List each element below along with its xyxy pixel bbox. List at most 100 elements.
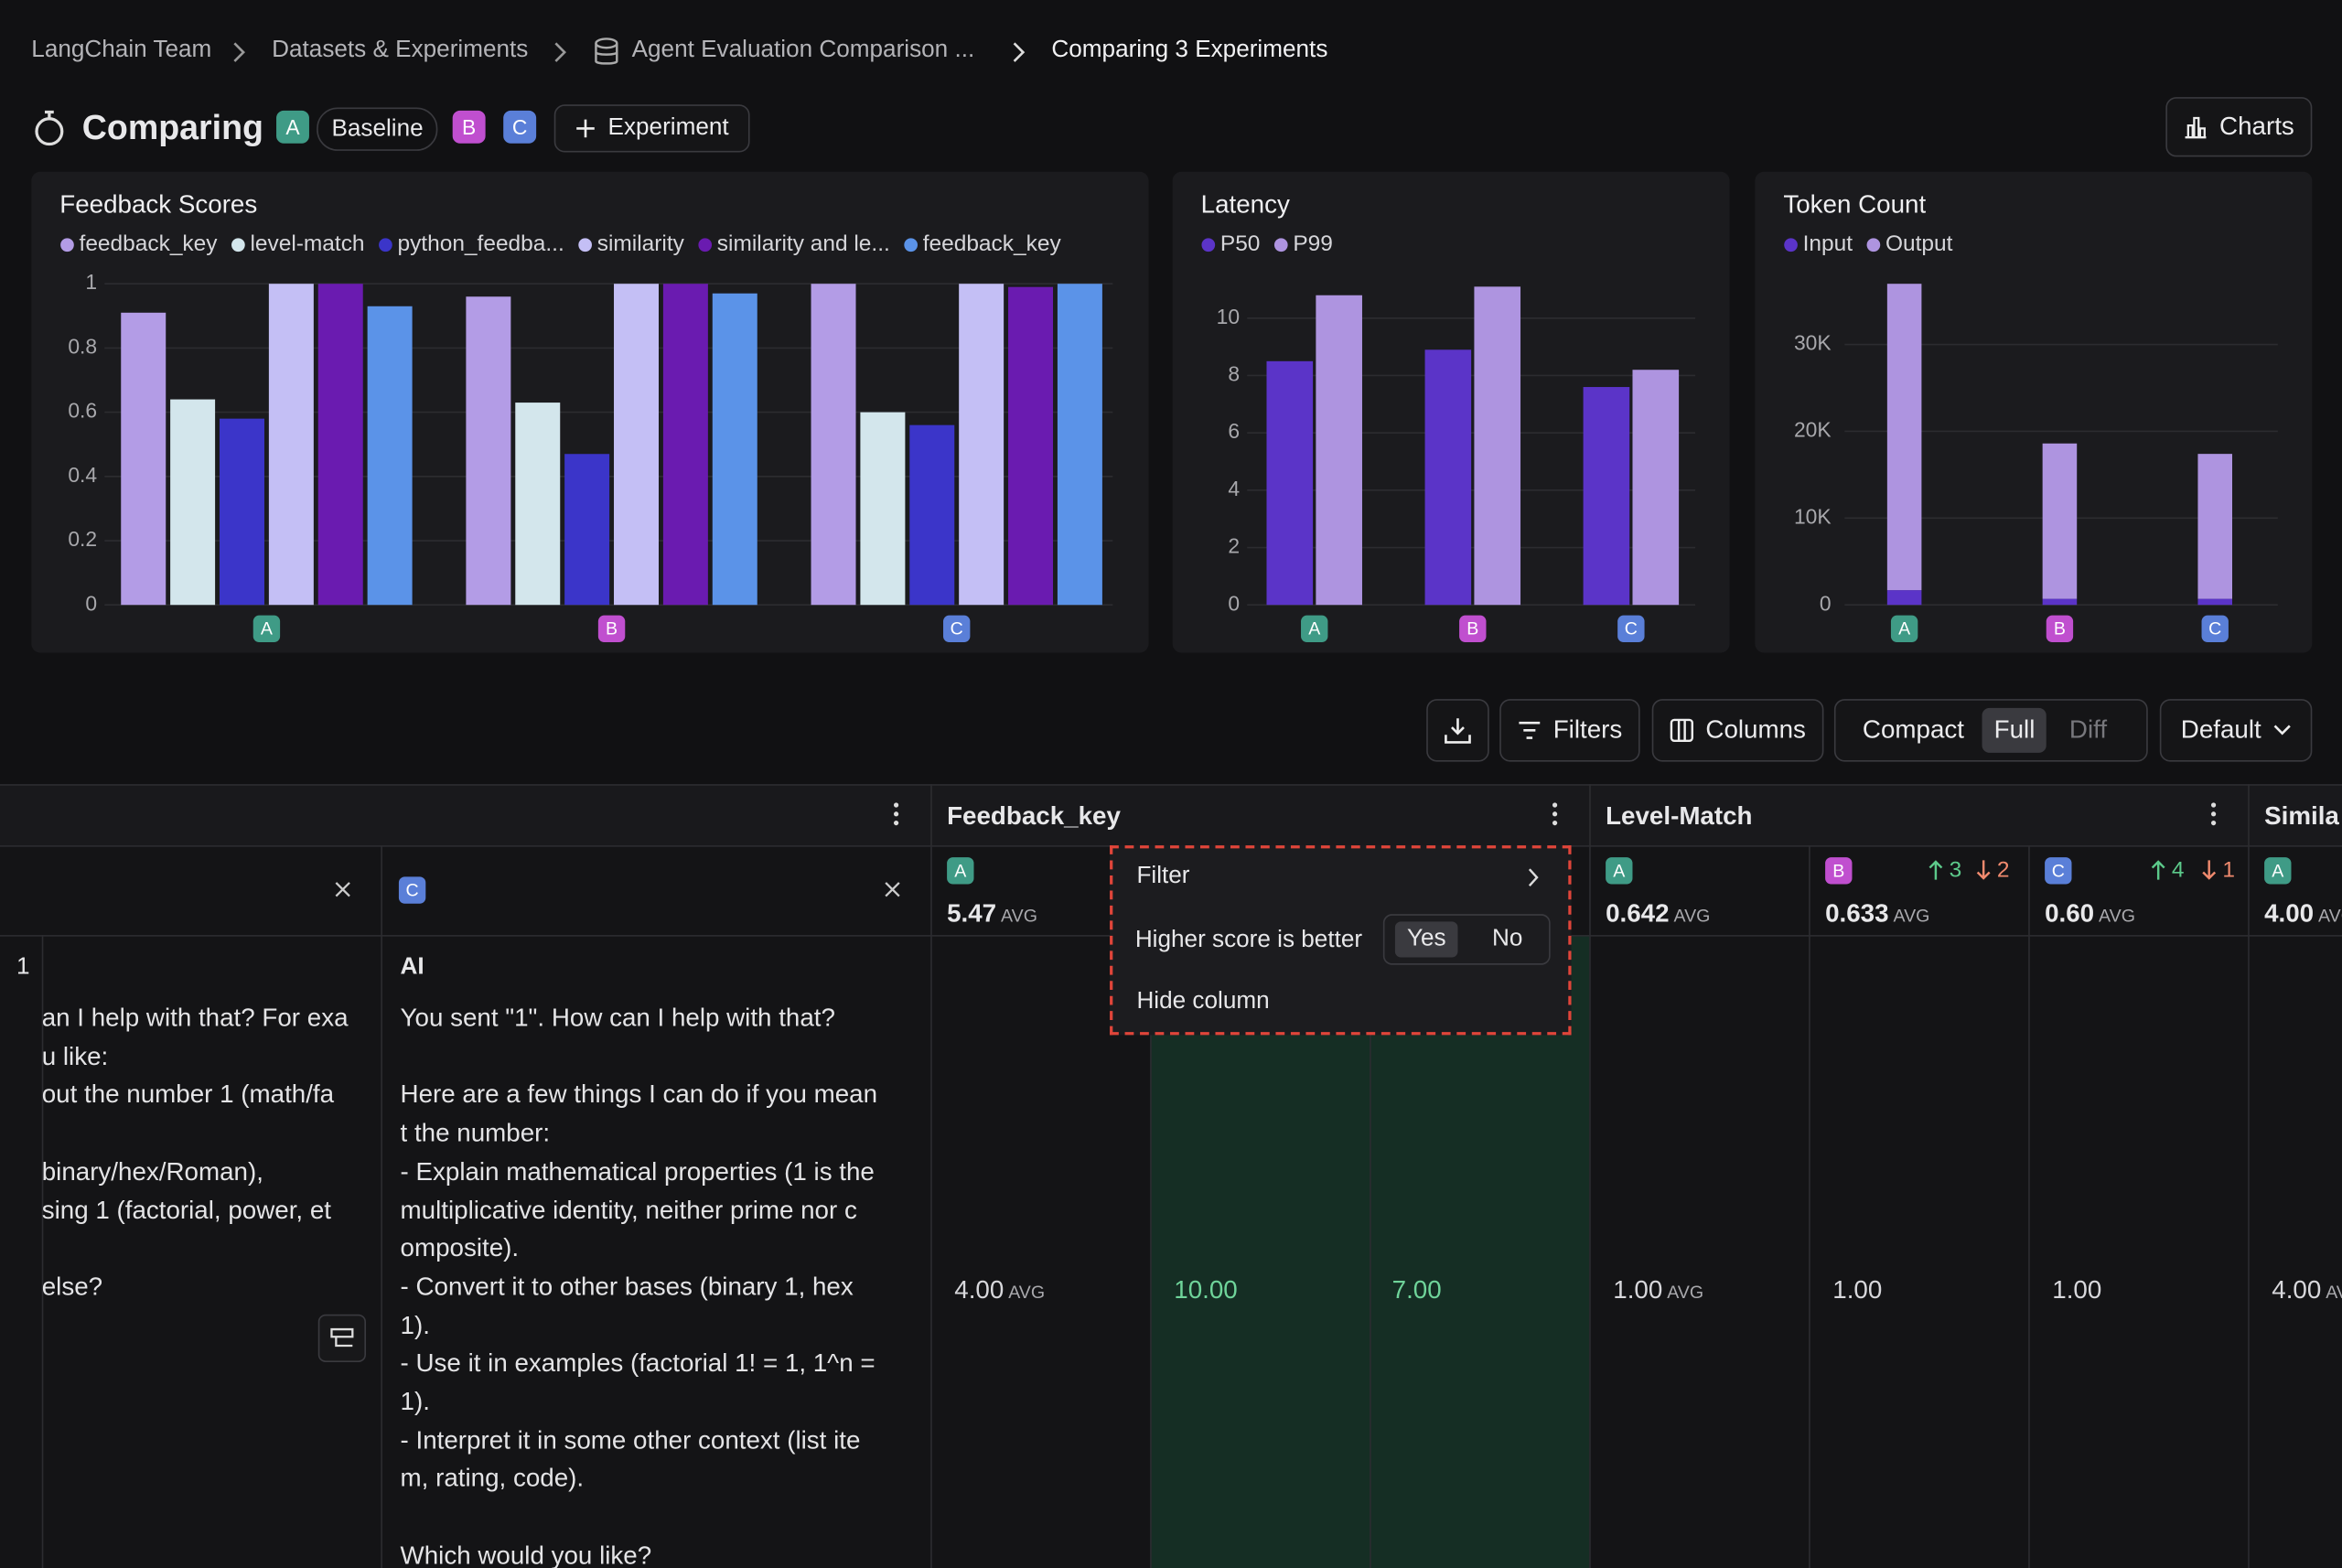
x-tick-label: A xyxy=(1898,618,1911,639)
caret-icon xyxy=(2273,725,2291,736)
kebab-menu[interactable] xyxy=(2208,800,2219,827)
col-border xyxy=(1150,845,1152,1568)
text-line: 1). xyxy=(400,1387,430,1416)
x-tick-label: B xyxy=(1466,618,1478,639)
avg-score: 0.60 AVG xyxy=(2045,899,2135,929)
text-line: - Convert it to other bases (binary 1, h… xyxy=(400,1272,854,1301)
y-tick-label: 10 xyxy=(1217,305,1240,328)
text-line: binary/hex/Roman), xyxy=(41,1156,263,1186)
badge: A xyxy=(947,857,974,885)
text-line: multiplicative identity, neither prime n… xyxy=(400,1195,857,1224)
legend-swatch xyxy=(1201,238,1216,252)
legend: P50 P99 xyxy=(1201,231,1333,256)
breadcrumb[interactable]: Agent Evaluation Comparison ... xyxy=(631,37,975,63)
flask-icon xyxy=(35,110,64,146)
bar xyxy=(219,418,264,606)
message-role: AI xyxy=(400,954,424,981)
category-badge xyxy=(943,615,971,643)
bar-segment xyxy=(1886,284,1922,591)
breadcrumb[interactable]: Datasets & Experiments xyxy=(272,37,529,63)
column-title: Simila xyxy=(2264,801,2339,831)
legend-label: P99 xyxy=(1293,231,1333,256)
paragraph: You sent "1". How can I help with that? xyxy=(401,999,923,1037)
columns-button[interactable]: Columns xyxy=(1651,699,1824,762)
sort-dropdown[interactable]: Default xyxy=(2159,699,2313,762)
avg-value: 0.60 xyxy=(2045,898,2095,928)
bar xyxy=(1474,286,1521,606)
paragraph: binary/hex/Roman), sing 1 (factorial, pow… xyxy=(42,1153,381,1230)
up-arrow xyxy=(2151,860,2165,880)
badge: C xyxy=(2045,857,2072,885)
avg-label: AVG xyxy=(2326,1281,2342,1303)
y-tick-label: 8 xyxy=(1228,362,1240,386)
badge: C xyxy=(503,110,537,144)
text-line: - Use it in examples (factorial 1! = 1, … xyxy=(400,1348,876,1378)
improved-count: 4 xyxy=(2171,857,2185,883)
avg-label: AVG xyxy=(1667,1281,1704,1303)
chevron xyxy=(233,42,245,62)
close-icon[interactable] xyxy=(335,881,351,897)
button-label: Experiment xyxy=(607,114,729,141)
paragraph: Here are a few things I can do if you me… xyxy=(401,1076,923,1498)
text-line: sing 1 (factorial, power, et xyxy=(41,1195,331,1224)
view-option-active[interactable]: Full xyxy=(1982,707,2047,753)
text-line: Here are a few things I can do if you me… xyxy=(400,1080,878,1110)
avg-label: AVG xyxy=(1008,1281,1046,1303)
chart-title: Latency xyxy=(1201,190,1290,219)
up-arrow xyxy=(1928,860,1943,880)
bar-segment xyxy=(2042,443,2078,599)
text-line: Which would you like? xyxy=(400,1541,652,1568)
avg-value: 4.00 xyxy=(2264,898,2315,928)
bar xyxy=(1583,387,1630,606)
button-label: Charts xyxy=(2219,112,2294,141)
bar-segment xyxy=(2042,598,2078,606)
col-border xyxy=(930,784,932,1568)
column-title: Feedback_key xyxy=(947,801,1121,831)
category-badge xyxy=(2046,615,2074,643)
download-button[interactable] xyxy=(1426,699,1489,762)
kebab-menu[interactable] xyxy=(890,800,902,827)
avg-label: AVG xyxy=(2099,905,2135,927)
column-title: Level-Match xyxy=(1606,801,1753,831)
badge: A xyxy=(1606,857,1633,885)
breadcrumb-current: Comparing 3 Experiments xyxy=(1051,37,1328,63)
down-arrow xyxy=(2202,860,2217,880)
view-option[interactable]: Diff xyxy=(2068,715,2108,745)
legend-swatch xyxy=(1866,238,1881,252)
kebab-menu[interactable] xyxy=(1549,800,1561,827)
bar-segment xyxy=(2197,454,2232,599)
toggle-option-active[interactable]: Yes xyxy=(1394,921,1458,958)
add-experiment-button[interactable]: Experiment xyxy=(553,104,750,153)
x-tick-label: B xyxy=(606,618,618,639)
bar xyxy=(1057,284,1102,606)
bar xyxy=(564,454,610,606)
legend-label: feedback_key xyxy=(80,231,219,256)
bar xyxy=(1316,295,1362,606)
toggle-option[interactable]: No xyxy=(1492,926,1523,951)
page-title: Comparing xyxy=(81,107,263,146)
charts-button[interactable]: Charts xyxy=(2165,97,2313,157)
menu-item[interactable]: Hide column xyxy=(1136,988,1270,1015)
breadcrumb[interactable]: LangChain Team xyxy=(31,37,212,63)
row-border xyxy=(0,784,2342,786)
bar xyxy=(121,312,167,606)
table-header-row xyxy=(0,784,2342,846)
chevron xyxy=(1013,42,1026,62)
trace-button[interactable] xyxy=(317,1314,366,1362)
view-option[interactable]: Compact xyxy=(1862,715,1964,745)
text-line: m, rating, code). xyxy=(400,1464,585,1493)
legend-swatch xyxy=(698,238,713,252)
menu-item[interactable]: Filter xyxy=(1136,863,1190,889)
text-line: out the number 1 (math/fa xyxy=(41,1080,335,1110)
y-tick-label: 0.4 xyxy=(68,463,97,487)
bar xyxy=(268,284,314,606)
legend-swatch xyxy=(904,238,919,252)
bar xyxy=(909,424,955,606)
col-border xyxy=(2248,784,2250,1568)
legend-swatch xyxy=(578,238,592,252)
avg-label: AVG xyxy=(1673,905,1711,927)
filters-button[interactable]: Filters xyxy=(1499,699,1640,762)
close-icon[interactable] xyxy=(885,881,901,897)
y-tick-label: 6 xyxy=(1228,419,1240,443)
legend-label: similarity and le... xyxy=(717,231,890,256)
